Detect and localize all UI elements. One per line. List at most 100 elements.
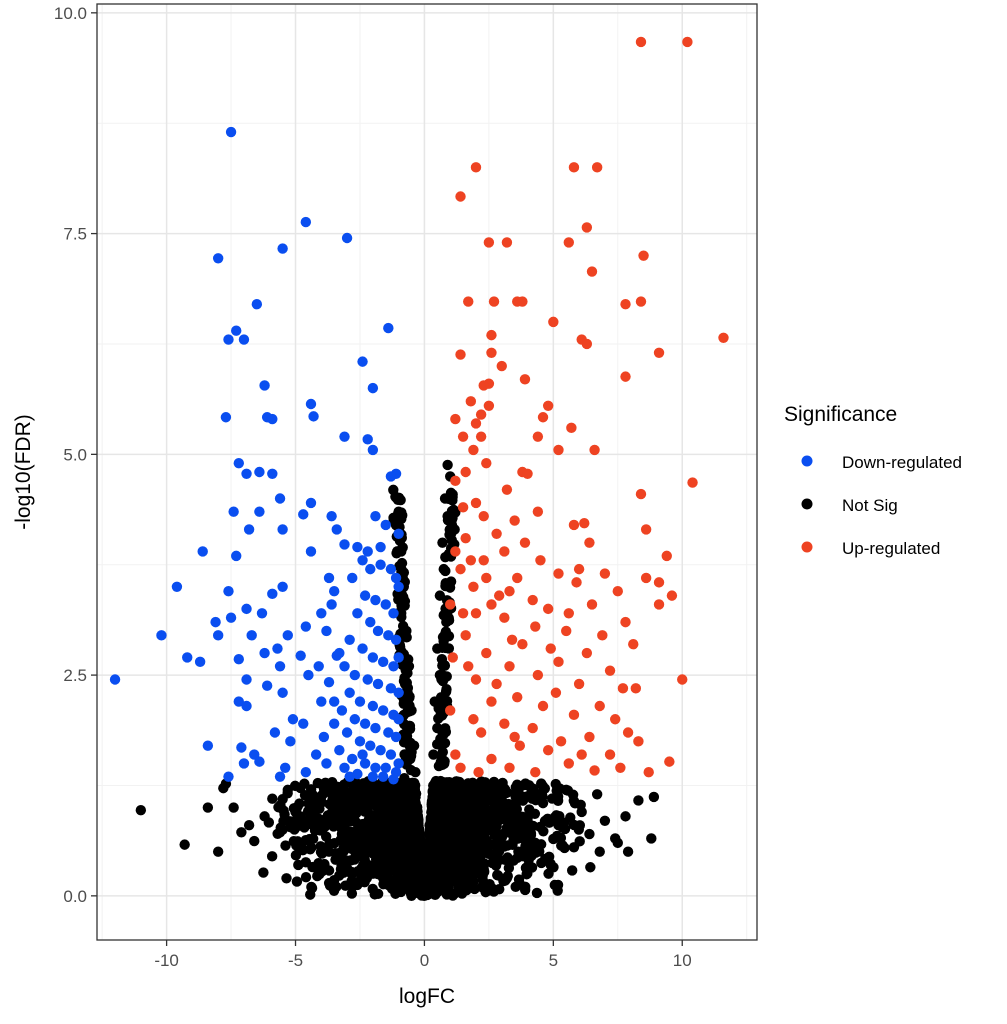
point-not-sig (429, 831, 440, 843)
point-not-sig (362, 868, 373, 879)
point-not-sig (561, 784, 572, 796)
point-up-regulated (586, 599, 598, 610)
point-not-sig (542, 813, 553, 824)
point-not-sig (512, 784, 523, 796)
point-not-sig (338, 779, 350, 790)
point-not-sig (432, 643, 443, 654)
point-not-sig (494, 883, 505, 895)
point-up-regulated (563, 758, 574, 769)
point-up-regulated (463, 296, 474, 307)
point-not-sig (440, 552, 451, 563)
plot-border (96, 3, 758, 941)
point-down-regulated (354, 696, 366, 707)
point-up-regulated (718, 332, 729, 343)
minor-gridlines (97, 4, 757, 940)
point-not-sig (446, 520, 458, 531)
point-up-regulated (542, 744, 554, 756)
point-not-sig (416, 850, 428, 862)
point-not-sig (403, 855, 415, 866)
point-up-regulated (677, 674, 688, 685)
legend-label-up-regulated: Up-regulated (842, 539, 940, 558)
point-not-sig (228, 802, 239, 813)
point-not-sig (281, 873, 292, 884)
point-not-sig (314, 869, 325, 880)
point-not-sig (552, 879, 564, 891)
point-down-regulated (339, 661, 350, 672)
point-not-sig (300, 872, 312, 883)
point-not-sig (393, 506, 404, 517)
point-up-regulated (481, 572, 492, 584)
point-up-regulated (504, 586, 515, 597)
point-up-regulated (561, 625, 572, 637)
point-not-sig (436, 653, 448, 665)
point-down-regulated (308, 411, 319, 422)
point-down-regulated (241, 603, 252, 615)
point-not-sig (537, 797, 549, 809)
point-down-regulated (326, 510, 337, 522)
point-up-regulated (509, 515, 520, 526)
point-down-regulated (362, 546, 373, 557)
point-up-regulated (475, 431, 487, 442)
point-up-regulated (661, 550, 672, 562)
point-not-sig (473, 806, 484, 818)
point-down-regulated (331, 524, 342, 535)
point-up-regulated (470, 162, 482, 173)
point-not-sig (568, 842, 580, 853)
point-not-sig (372, 888, 384, 900)
point-not-sig (355, 831, 366, 842)
point-down-regulated (334, 744, 345, 756)
point-not-sig (366, 814, 377, 825)
point-down-regulated (359, 758, 371, 769)
point-up-regulated (514, 740, 526, 751)
point-down-regulated (295, 650, 306, 661)
point-up-regulated (568, 162, 580, 173)
point-down-regulated (370, 762, 381, 774)
point-not-sig (442, 459, 453, 471)
point-not-sig (434, 590, 446, 601)
point-down-regulated (375, 559, 386, 570)
point-not-sig (403, 787, 414, 798)
point-not-sig (370, 784, 381, 796)
point-not-sig (426, 877, 438, 888)
point-not-sig (468, 842, 479, 853)
point-not-sig (405, 816, 417, 828)
point-not-sig (434, 669, 446, 681)
point-not-sig (349, 815, 361, 826)
point-not-sig (323, 846, 335, 857)
point-up-regulated (447, 652, 458, 663)
legend-key-not-sig (801, 498, 813, 510)
point-up-regulated (460, 630, 471, 641)
point-down-regulated (300, 216, 312, 228)
point-not-sig (349, 854, 360, 865)
point-down-regulated (357, 555, 368, 566)
point-not-sig (453, 841, 464, 853)
point-not-sig (486, 793, 497, 804)
point-not-sig (399, 773, 410, 784)
point-up-regulated (553, 568, 564, 579)
point-down-regulated (274, 771, 286, 782)
point-not-sig (439, 493, 451, 504)
point-not-sig (440, 626, 452, 637)
point-down-regulated (328, 586, 340, 597)
point-not-sig (481, 845, 493, 856)
point-not-sig (462, 864, 473, 876)
point-not-sig (594, 846, 605, 857)
point-not-sig (336, 860, 347, 872)
point-not-sig (267, 793, 278, 804)
point-up-regulated (597, 630, 608, 641)
point-not-sig (403, 722, 415, 734)
point-down-regulated (367, 771, 379, 782)
point-up-regulated (486, 753, 497, 765)
point-down-regulated (220, 412, 232, 423)
y-tick-label: 7.5 (63, 225, 87, 244)
point-not-sig (475, 831, 486, 843)
point-down-regulated (385, 471, 397, 482)
point-not-sig (553, 820, 564, 831)
point-down-regulated (251, 299, 263, 310)
point-down-regulated (277, 243, 288, 254)
point-down-regulated (321, 625, 332, 637)
point-up-regulated (568, 519, 580, 531)
point-not-sig (538, 826, 549, 837)
point-up-regulated (455, 762, 466, 774)
point-not-sig (531, 887, 543, 899)
